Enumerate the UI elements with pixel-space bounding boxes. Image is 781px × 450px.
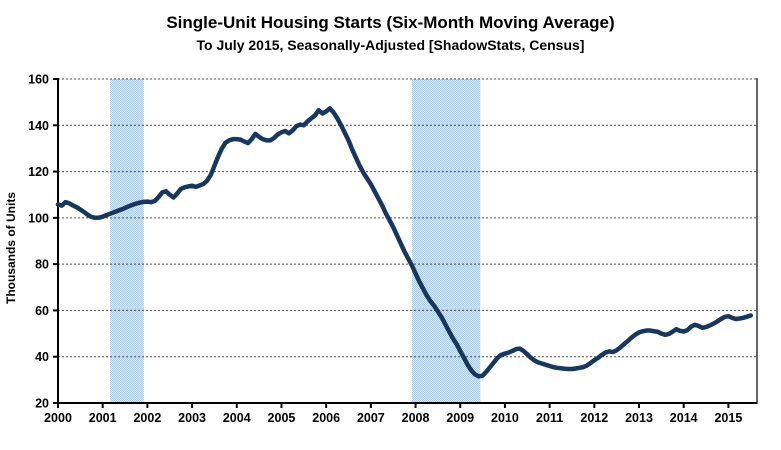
housing-starts-line <box>55 106 753 379</box>
y-tick-label: 40 <box>35 350 49 364</box>
x-tick-label: 2010 <box>491 411 519 425</box>
chart-subtitle: To July 2015, Seasonally-Adjusted [Shado… <box>196 37 585 53</box>
y-tick-label: 120 <box>28 165 49 179</box>
recession-band <box>411 79 481 403</box>
y-tick-label: 140 <box>28 119 49 133</box>
x-tick-label: 2000 <box>44 411 72 425</box>
x-tick-label: 2002 <box>133 411 161 425</box>
x-tick-label: 2015 <box>714 411 742 425</box>
chart-title: Single-Unit Housing Starts (Six-Month Mo… <box>166 13 615 32</box>
x-tick-label: 2011 <box>536 411 563 425</box>
y-tick-label: 60 <box>35 304 49 318</box>
y-tick-label: 80 <box>35 258 49 272</box>
y-axis-tick-labels: 20 40 60 80 100 120 140 160 <box>28 73 49 411</box>
y-tick-label: 20 <box>35 397 49 411</box>
x-tick-label: 2009 <box>446 411 474 425</box>
tick-marks <box>53 78 730 408</box>
x-tick-label: 2008 <box>402 411 430 425</box>
x-tick-label: 2004 <box>223 411 251 425</box>
recession-shading <box>110 79 481 403</box>
axes <box>57 78 758 404</box>
x-axis-tick-labels: 2000 2001 2002 2003 2004 2005 2006 2007 2008 2009… <box>44 411 742 425</box>
x-tick-label: 2001 <box>89 411 117 425</box>
gridlines <box>58 78 757 358</box>
x-tick-label: 2007 <box>357 411 385 425</box>
x-tick-label: 2012 <box>580 411 608 425</box>
y-tick-label: 100 <box>28 211 49 225</box>
data-series-line <box>55 106 753 379</box>
x-tick-label: 2014 <box>670 411 698 425</box>
y-tick-label: 160 <box>28 73 49 87</box>
x-tick-label: 2006 <box>312 411 340 425</box>
x-tick-label: 2013 <box>625 411 653 425</box>
recession-band <box>110 79 144 403</box>
x-tick-label: 2005 <box>268 411 296 425</box>
x-tick-label: 2003 <box>178 411 206 425</box>
